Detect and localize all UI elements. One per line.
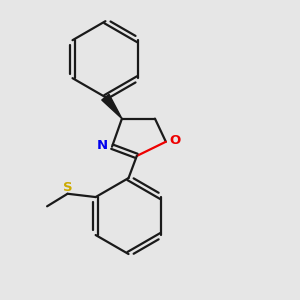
Text: O: O (169, 134, 181, 147)
Text: S: S (63, 181, 72, 194)
Text: N: N (97, 139, 108, 152)
Polygon shape (102, 94, 122, 118)
